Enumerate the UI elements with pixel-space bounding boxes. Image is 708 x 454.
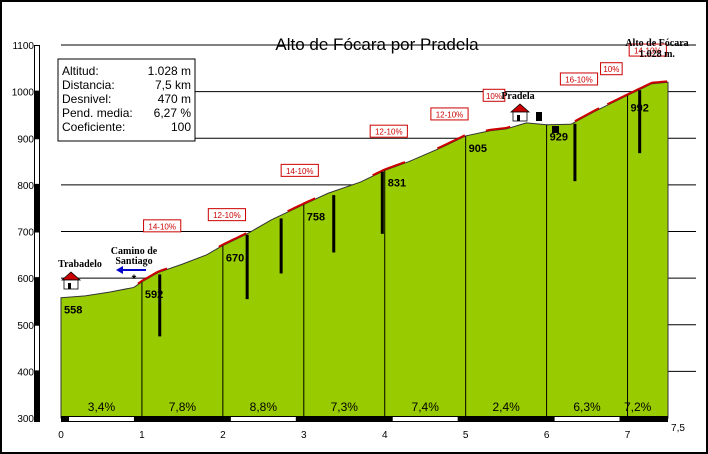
church-icon	[536, 112, 542, 121]
stats-value: 100	[171, 120, 191, 134]
y-axis-bar-segment	[35, 139, 39, 184]
ramp-label-box	[482, 88, 506, 102]
segment-gradient-label: 6,3%	[573, 400, 601, 414]
axes: 300 400 500 600 700 800 900 1000 1100 0 1 2 3 4 5 6 7 7,5	[12, 41, 686, 441]
elevation-label: 670	[226, 252, 244, 264]
elevation-label: 831	[388, 177, 406, 189]
ramp-label-box	[143, 219, 182, 233]
place-sublabel: 1.028 m.	[639, 49, 675, 60]
y-tick-label: 300	[17, 414, 34, 425]
village-house-icon	[509, 103, 531, 122]
segment-gradient-label: 8,8%	[250, 400, 278, 414]
ramp-label-box	[628, 43, 667, 57]
place-label: Alto de Fócara	[625, 38, 688, 49]
stats-label: Pend. media:	[62, 106, 133, 120]
x-tick-label: 7,5	[671, 423, 685, 434]
x-tick-label: 7	[625, 430, 631, 441]
ramp-label-box	[207, 208, 247, 222]
elevation-label: 558	[64, 305, 82, 317]
ramp-label-box	[280, 163, 319, 177]
y-tick-label: 900	[17, 134, 34, 145]
village-house-icon	[60, 271, 82, 290]
ramp-label: 10%	[486, 92, 502, 101]
y-tick-label: 1100	[12, 41, 34, 52]
stats-label: Desnivel:	[62, 92, 111, 106]
steep-section-line	[574, 107, 600, 122]
stats-value: 1.028 m	[148, 64, 191, 78]
y-axis-bar-segment	[35, 232, 39, 278]
x-tick-label: 3	[301, 430, 307, 441]
camino-arrowhead	[116, 266, 123, 274]
elevation-label: 905	[469, 143, 487, 155]
segment-gradient-label: 7,2%	[624, 400, 652, 414]
y-axis-bar-segment	[35, 325, 39, 371]
camino-label: Camino de	[111, 246, 158, 257]
stats-box	[57, 58, 196, 142]
ramp-label: 14-10%	[148, 222, 176, 231]
y-tick-label: 700	[17, 228, 34, 239]
ramp-label: 14-10%	[286, 167, 314, 176]
stats-label: Coeficiente:	[62, 120, 125, 134]
place-label: Trabadelo	[58, 259, 102, 270]
stats-label: Distancia:	[62, 78, 115, 92]
x-tick-label: 1	[139, 430, 145, 441]
elevation-label: 992	[631, 102, 649, 114]
house-roof	[509, 103, 531, 113]
y-tick-label: 400	[17, 367, 34, 378]
steep-section-line	[606, 80, 668, 106]
house-roof	[60, 271, 82, 281]
steep-section-line	[137, 267, 168, 285]
elevation-label: 592	[145, 289, 163, 301]
elevation-label: 758	[307, 211, 325, 223]
stats-value: 470 m	[158, 92, 191, 106]
ramp-label: 14-10%	[634, 47, 662, 56]
km-bar	[61, 416, 668, 422]
ramp-label: 12-10%	[213, 211, 241, 220]
ramp-label: 10%	[603, 65, 619, 74]
ramp-label-box	[600, 62, 623, 76]
x-tick-label: 2	[220, 430, 226, 441]
segment-gradient-label: 7,4%	[412, 400, 440, 414]
camino-label: Santiago	[115, 256, 152, 267]
overlays: 14-10% 12-10% 14-10% 12-10% 12-10% 10% 16-10% 1…	[57, 38, 689, 414]
steep-section-line	[287, 197, 316, 213]
ramp-label: 12-10%	[375, 128, 403, 137]
x-tick-label: 6	[544, 430, 550, 441]
segment-gradient-label: 7,3%	[331, 400, 359, 414]
segment-gradient-label: 7,8%	[169, 400, 197, 414]
steep-section-line	[372, 161, 406, 177]
ramp-label-box	[430, 107, 469, 121]
y-tick-label: 1000	[12, 88, 35, 99]
ramp-label-box	[369, 124, 408, 138]
km-bar-segment	[69, 417, 134, 421]
y-tick-label: 500	[17, 321, 34, 332]
segment-gradient-label: 2,4%	[492, 400, 520, 414]
stats-value: 6,27 %	[154, 106, 192, 120]
x-tick-label: 4	[382, 430, 388, 441]
stats-value: 7,5 km	[155, 78, 191, 92]
y-tick-label: 600	[17, 274, 34, 285]
church-icon	[552, 126, 559, 133]
ramp-label-box	[559, 72, 599, 86]
elevation-label: 929	[550, 132, 568, 144]
house-door	[517, 115, 520, 121]
x-tick-label: 5	[463, 430, 469, 441]
place-label: Pradela	[501, 91, 534, 102]
stats-label: Altitud:	[62, 64, 99, 78]
segment-gradient-label: 3,4%	[88, 400, 116, 414]
y-axis-bar-segment	[35, 46, 39, 91]
ramp-label: 16-10%	[565, 75, 593, 84]
km-bar-segment	[230, 417, 296, 421]
camino-asterisk: *	[132, 272, 137, 286]
km-bar-segment	[392, 417, 458, 421]
house-door	[68, 283, 71, 289]
steep-section-line	[485, 125, 511, 132]
y-tick-label: 800	[17, 181, 34, 192]
steep-section-line	[218, 232, 247, 248]
ramp-label: 12-10%	[436, 110, 464, 119]
steep-section-line	[436, 134, 466, 150]
x-tick-label: 0	[58, 430, 64, 441]
km-bar-segment	[554, 417, 620, 421]
